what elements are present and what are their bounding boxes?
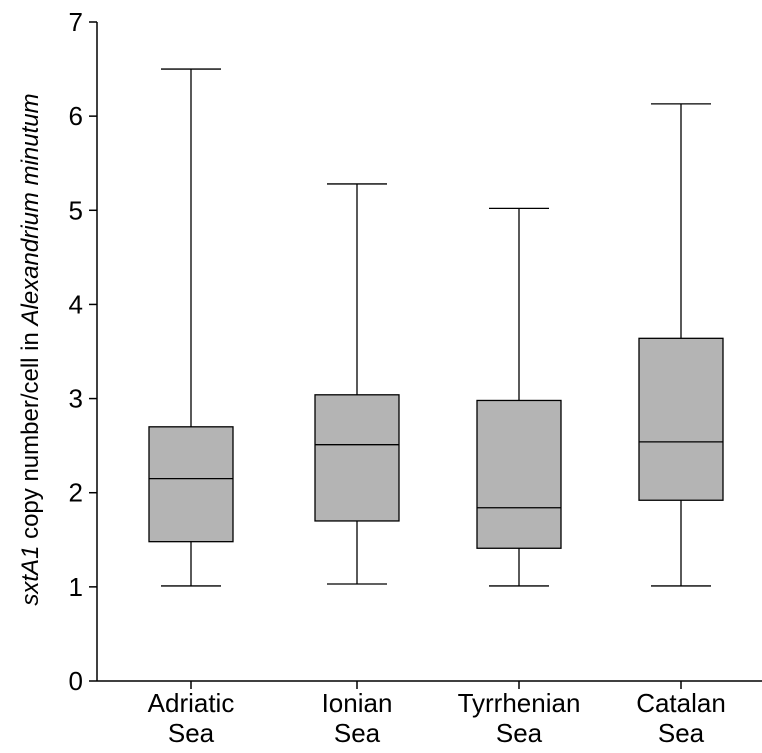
x-tick-label: Adriatic Sea	[148, 688, 235, 748]
x-tick-label-line: Sea	[496, 718, 543, 748]
y-tick-label: 7	[69, 7, 83, 37]
y-axis-title: sxtA1 copy number/cell in Alexandrium mi…	[17, 93, 44, 605]
y-axis-title-part: copy number/cell in	[17, 325, 44, 545]
y-axis-title-part: sxtA1	[17, 546, 44, 606]
y-axis-label: sxtA1 copy number/cell in Alexandrium mi…	[17, 93, 44, 605]
y-tick-label: 5	[69, 195, 83, 225]
y-axis-title-part: Alexandrium minutum	[17, 93, 44, 327]
x-tick-label-line: Sea	[334, 718, 381, 748]
x-tick-label-line: Tyrrhenian	[458, 688, 581, 718]
y-tick-label: 1	[69, 572, 83, 602]
boxes	[148, 68, 724, 587]
x-tick-label-line: Sea	[168, 718, 215, 748]
x-tick-label-line: Catalan	[636, 688, 726, 718]
y-tick-label: 0	[69, 666, 83, 696]
iqr-box	[638, 337, 724, 501]
iqr-box	[314, 394, 400, 522]
x-tick-label: Ionian Sea	[322, 688, 393, 748]
y-tick-label: 4	[69, 289, 83, 319]
iqr-box	[476, 399, 562, 549]
x-tick-label-line: Ionian	[322, 688, 393, 718]
y-tick-label: 2	[69, 478, 83, 508]
y-tick-label: 3	[69, 384, 83, 414]
x-tick-label: Tyrrhenian Sea	[458, 688, 581, 748]
x-tick-label: Catalan Sea	[636, 688, 726, 748]
box-series-item	[314, 183, 400, 585]
x-tick-label-line: Adriatic	[148, 688, 235, 718]
y-ticks: 0 1 2 3 4 5 6 7	[69, 7, 97, 696]
box-series-item	[148, 68, 234, 587]
y-tick-label: 6	[69, 101, 83, 131]
box-series-item	[476, 207, 562, 587]
x-tick-label-line: Sea	[658, 718, 705, 748]
box-series-item	[638, 103, 724, 587]
iqr-box	[148, 426, 234, 543]
axes	[96, 22, 762, 682]
